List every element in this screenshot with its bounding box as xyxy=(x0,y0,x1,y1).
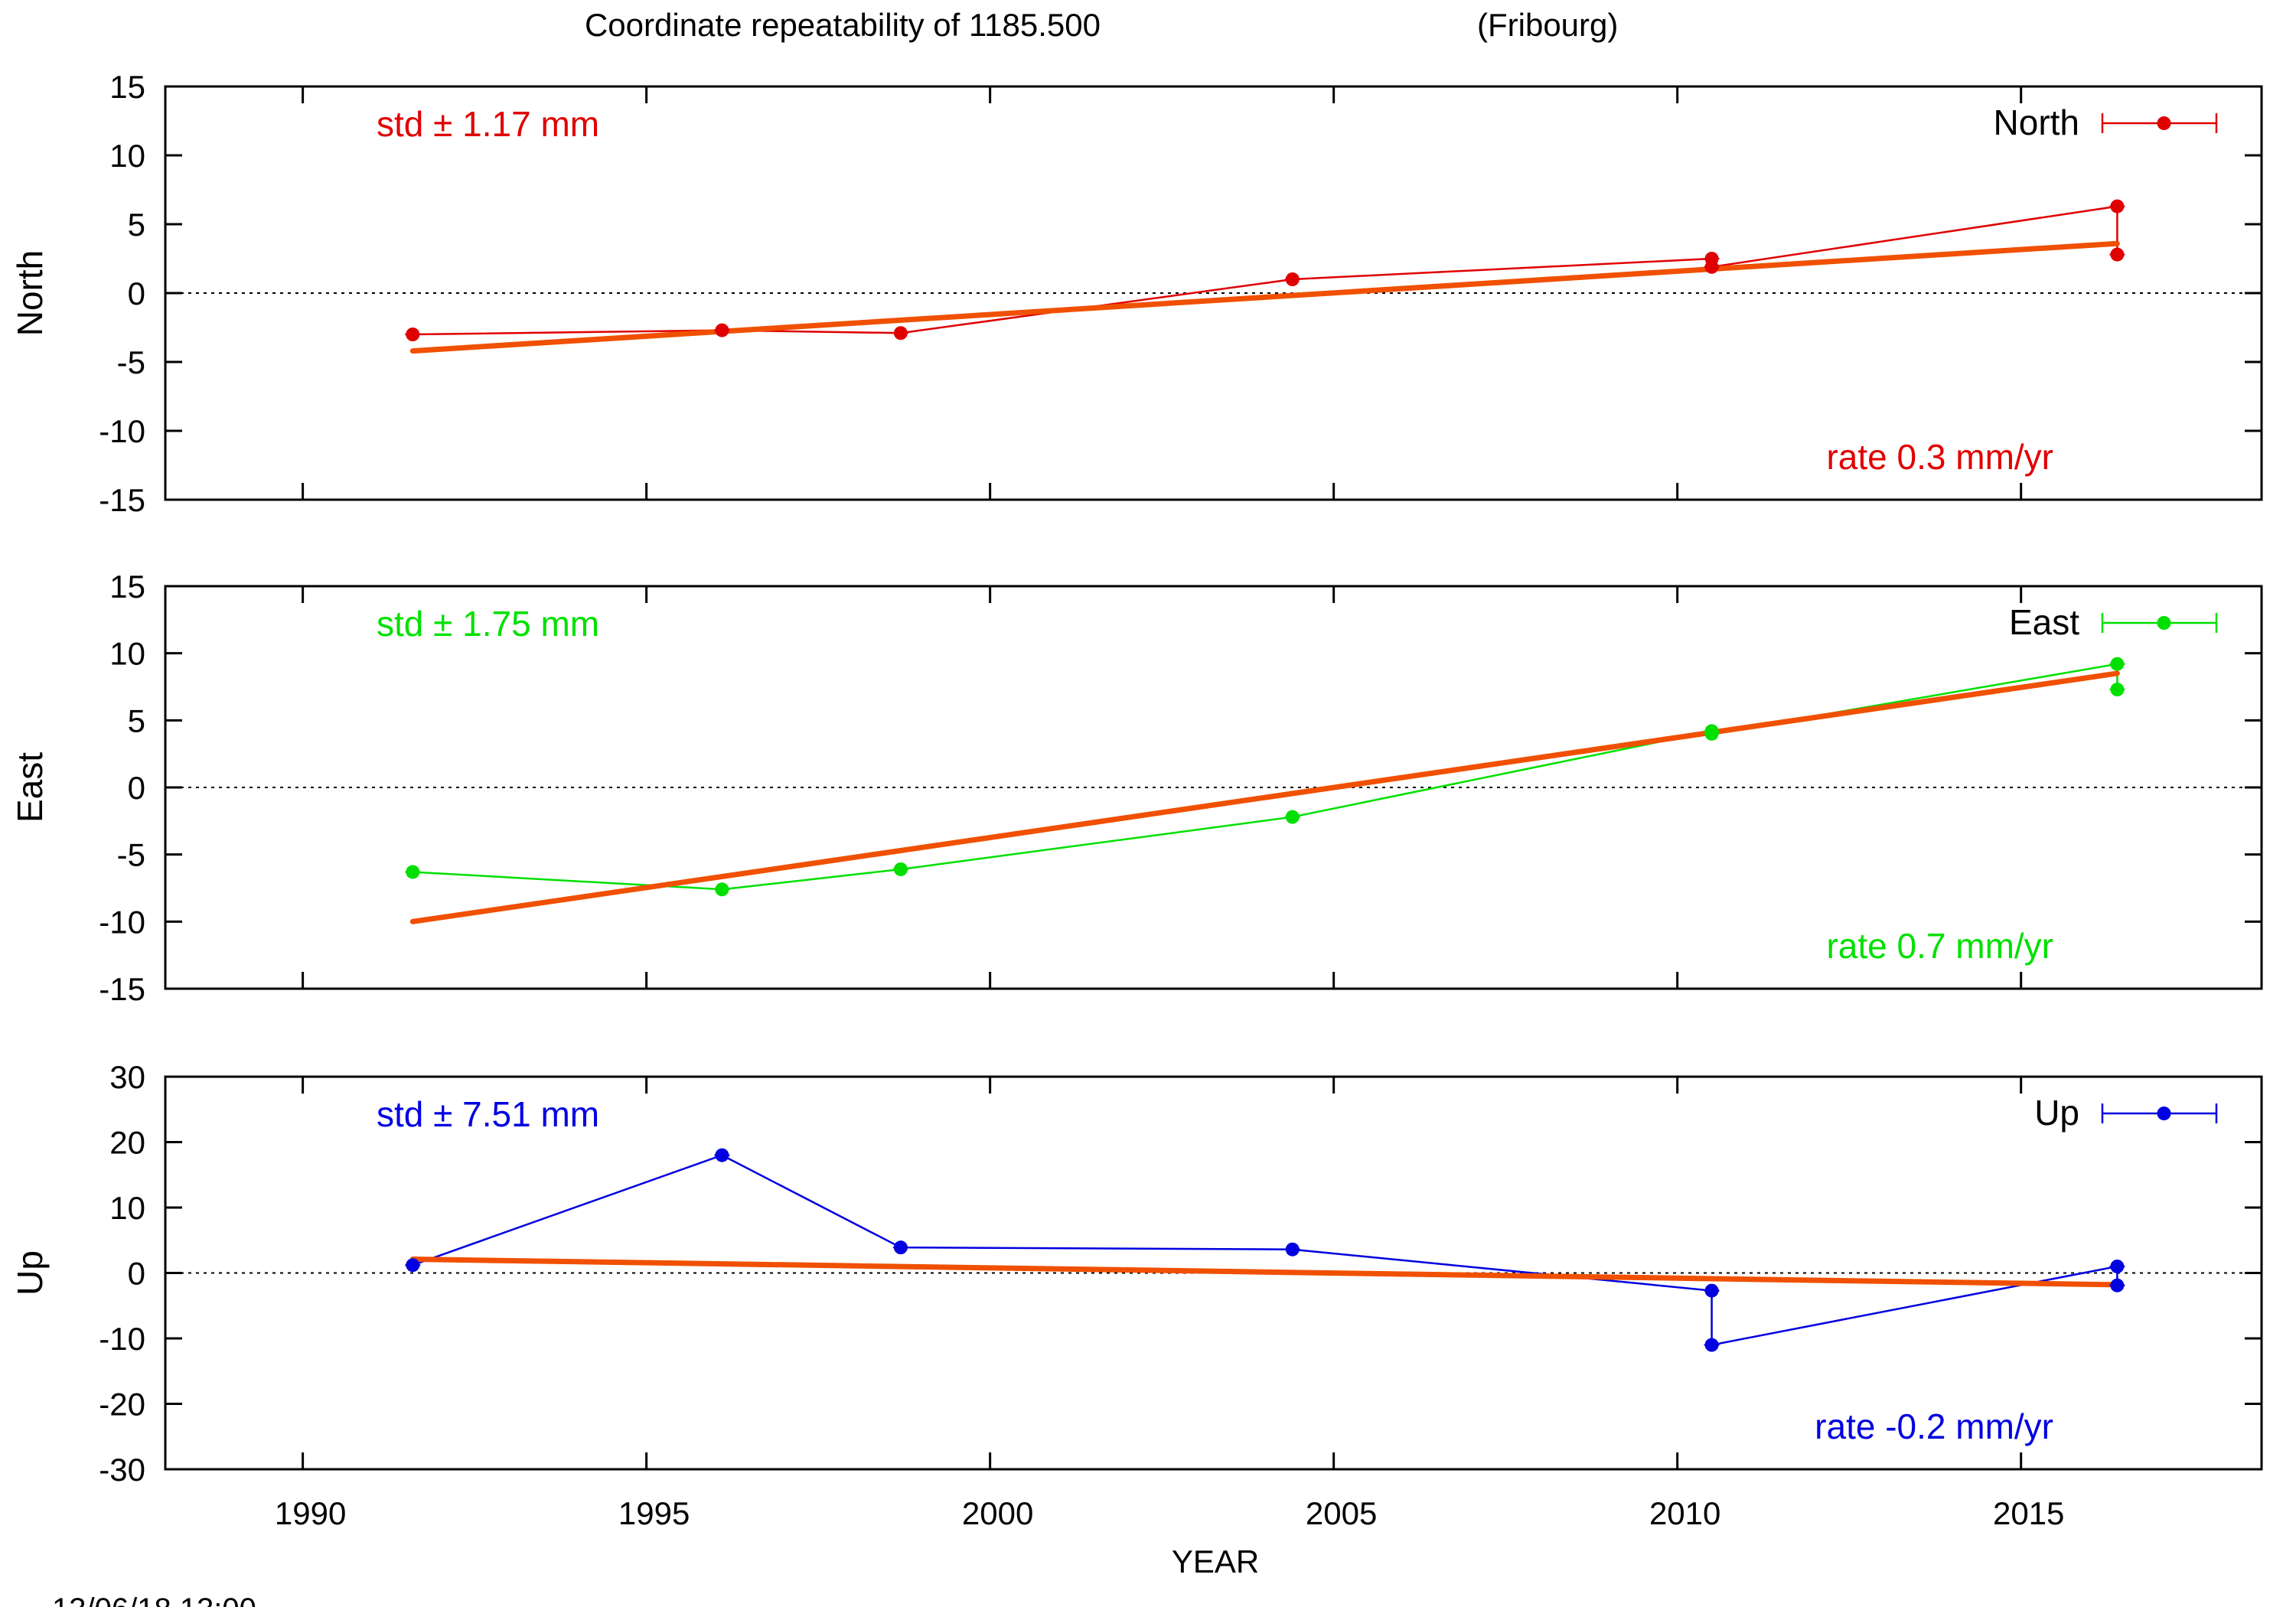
panel-east: -15 -10 -5 0 5 10 15 East std ± 1.75 mm rate 0.7 … xyxy=(10,569,2263,1007)
data-point xyxy=(893,1240,908,1255)
data-point xyxy=(715,323,729,337)
data-point xyxy=(406,865,420,879)
legend-label: East xyxy=(2009,602,2079,642)
std-label: std ± 1.75 mm xyxy=(377,604,599,644)
data-point xyxy=(2110,657,2125,671)
data-point xyxy=(1285,1242,1300,1257)
panels: -15 -10 -5 0 5 10 15 North std ± 1.17 mm rate 0.3… xyxy=(10,69,2263,1531)
trend-line xyxy=(409,1257,2120,1288)
legend-label: Up xyxy=(2034,1093,2079,1133)
y-tick-label: 5 xyxy=(128,702,145,738)
y-tick-label: -15 xyxy=(99,971,145,1007)
panel-north: -15 -10 -5 0 5 10 15 North std ± 1.17 mm rate 0.3… xyxy=(10,69,2263,518)
timestamp: 13/06/18 13:00 xyxy=(52,1592,256,1607)
y-axis-label: North xyxy=(10,250,50,336)
x-tick-label: 1995 xyxy=(618,1495,690,1531)
data-point xyxy=(893,326,908,341)
y-tick-label: -5 xyxy=(117,837,145,873)
y-tick-label: 10 xyxy=(109,1190,145,1226)
y-tick-label: -10 xyxy=(99,904,145,940)
std-label: std ± 7.51 mm xyxy=(377,1094,599,1134)
y-tick-label: 15 xyxy=(109,69,145,105)
data-point xyxy=(1704,1283,1719,1298)
y-tick-label: -30 xyxy=(99,1452,145,1488)
data-point xyxy=(2110,199,2125,214)
y-tick-label: 15 xyxy=(109,569,145,605)
data-point xyxy=(2110,1278,2125,1292)
data-point xyxy=(1704,1338,1719,1352)
legend-marker xyxy=(2157,616,2171,630)
data-point xyxy=(2110,1259,2125,1273)
y-tick-label: 0 xyxy=(128,275,145,311)
y-axis-label: Up xyxy=(10,1250,50,1296)
data-point xyxy=(406,1258,420,1273)
x-tick-label: 2005 xyxy=(1306,1495,1377,1531)
series-line xyxy=(412,1154,2118,1347)
y-tick-label: 30 xyxy=(109,1059,145,1095)
data-point xyxy=(1704,726,1719,741)
y-tick-label: -5 xyxy=(117,344,145,380)
rate-label: rate 0.3 mm/yr xyxy=(1826,437,2053,477)
x-tick-label: 2015 xyxy=(1993,1495,2064,1531)
y-tick-label: 5 xyxy=(128,207,145,243)
x-axis-label: YEAR xyxy=(1172,1543,1259,1579)
std-label: std ± 1.17 mm xyxy=(377,104,599,144)
data-point xyxy=(2110,247,2125,262)
x-tick-label: 1990 xyxy=(275,1495,346,1531)
data-point xyxy=(715,882,729,897)
legend-label: North xyxy=(1994,103,2079,142)
y-tick-label: 10 xyxy=(109,636,145,672)
data-point xyxy=(1704,259,1719,274)
legend-marker xyxy=(2157,1107,2171,1120)
y-tick-label: -10 xyxy=(99,1321,145,1357)
site-name: (Fribourg) xyxy=(1477,7,1618,43)
x-tick-label: 2000 xyxy=(962,1495,1033,1531)
data-point xyxy=(406,328,420,341)
series-line xyxy=(413,663,2118,891)
data-point xyxy=(893,862,908,876)
panel-up: -30 -20 -10 0 10 20 30 1990 1995 2000 2005 2010 2015… xyxy=(10,1059,2263,1531)
trend-line xyxy=(409,240,2120,354)
trend-line xyxy=(409,670,2120,924)
data-point xyxy=(2110,683,2125,697)
y-tick-label: 20 xyxy=(109,1125,145,1161)
y-tick-label: -20 xyxy=(99,1387,145,1423)
y-axis-label: East xyxy=(10,752,50,823)
data-point xyxy=(1285,810,1300,824)
rate-label: rate 0.7 mm/yr xyxy=(1826,926,2053,966)
chart-title: Coordinate repeatability of 1185.500 xyxy=(585,7,1101,43)
legend-marker xyxy=(2157,116,2171,130)
y-tick-label: -15 xyxy=(99,482,145,518)
y-tick-label: 0 xyxy=(128,770,145,806)
rate-label: rate -0.2 mm/yr xyxy=(1815,1407,2053,1446)
y-tick-label: 10 xyxy=(109,138,145,174)
y-tick-label: 0 xyxy=(128,1256,145,1292)
data-point xyxy=(1285,272,1300,286)
y-tick-label: -10 xyxy=(99,413,145,449)
series-line xyxy=(413,205,2118,336)
x-tick-label: 2010 xyxy=(1649,1495,1720,1531)
data-point xyxy=(715,1148,729,1162)
